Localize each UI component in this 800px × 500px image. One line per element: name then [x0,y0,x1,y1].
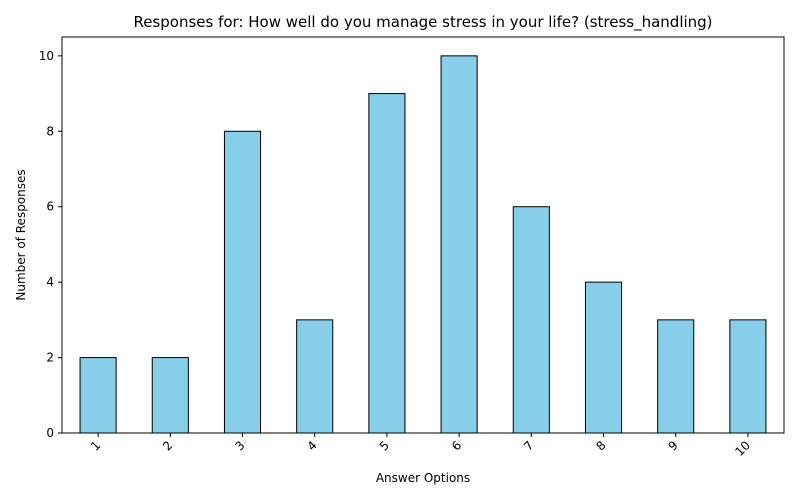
x-tick-label-3: 3 [232,438,247,453]
bar-6 [440,55,478,434]
bars-layer [79,55,767,434]
x-axis-label: Answer Options [376,471,470,485]
x-tick-label-5: 5 [377,438,392,453]
x-tick-label-8: 8 [593,438,608,453]
y-tick-label-8: 8 [46,124,54,138]
bar-4 [296,319,334,434]
x-axis: 1 2 3 4 5 6 7 8 9 10 [88,433,753,459]
x-tick-label-10: 10 [732,438,753,459]
bar-3 [223,130,262,434]
y-tick-label-10: 10 [39,49,54,63]
x-tick-label-4: 4 [305,438,320,453]
bar-9 [657,319,695,434]
chart-title: Responses for: How well do you manage st… [133,13,712,32]
x-tick-label-1: 1 [88,438,103,453]
y-tick-label-0: 0 [46,426,54,440]
x-tick-label-6: 6 [449,438,464,453]
y-tick-label-2: 2 [46,351,54,365]
y-tick-label-4: 4 [46,275,54,289]
bar-8 [584,281,623,434]
bar-5 [368,93,406,434]
y-axis: 0 2 4 6 8 10 [39,49,62,440]
x-tick-label-9: 9 [666,438,681,453]
plot-frame [61,36,785,434]
bar-2 [151,357,189,434]
bar-7 [512,206,550,434]
y-tick-label-6: 6 [46,200,54,214]
x-tick-label-2: 2 [160,438,175,453]
y-axis-label: Number of Responses [14,169,28,300]
bar-10 [729,319,767,434]
bar-1 [79,357,117,434]
x-tick-label-7: 7 [521,438,536,453]
